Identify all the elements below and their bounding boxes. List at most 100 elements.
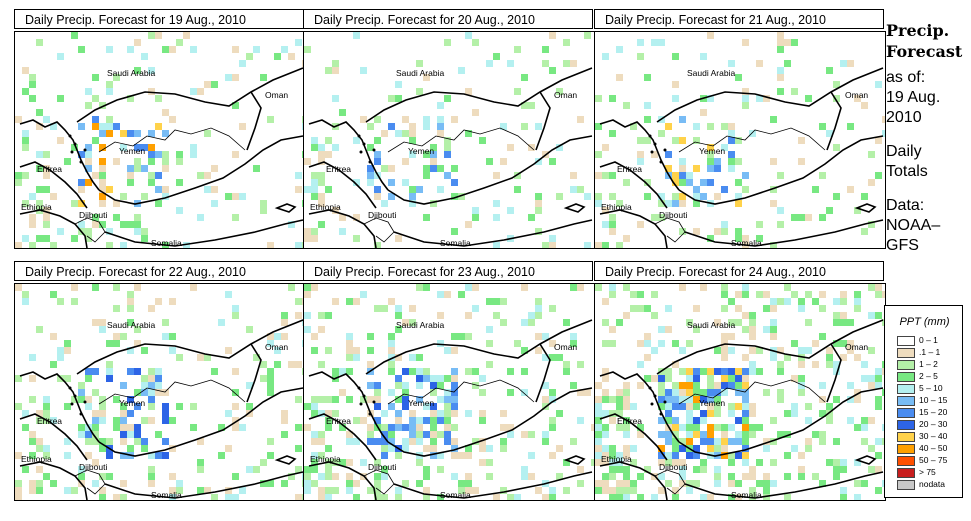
precip-cell (658, 473, 665, 480)
precip-cell (367, 438, 374, 445)
island-dot (70, 402, 74, 406)
precip-cell (134, 221, 141, 228)
precip-cell (507, 368, 514, 375)
precip-cell (609, 214, 616, 221)
precip-cell (29, 81, 36, 88)
precip-cell (36, 438, 43, 445)
precip-cell (71, 284, 78, 291)
precip-cell (847, 417, 854, 424)
precip-cell (700, 389, 707, 396)
precip-cell (742, 102, 749, 109)
precip-cell (92, 424, 99, 431)
precip-cell (595, 438, 602, 445)
precip-cell (549, 158, 556, 165)
legend-swatch (897, 408, 915, 418)
precip-cell (563, 60, 570, 67)
precip-cell (388, 403, 395, 410)
precip-cell (92, 480, 99, 487)
precip-cell (451, 438, 458, 445)
legend: PPT (mm) 0 – 1 .1 – 1 1 – 2 2 – 5 5 – 10… (884, 305, 963, 498)
precip-cell (374, 473, 381, 480)
precip-cell (658, 431, 665, 438)
panel-title: Daily Precip. Forecast for 23 Aug., 2010 (303, 261, 593, 281)
precip-cell (395, 375, 402, 382)
precip-cell (812, 298, 819, 305)
precip-cell (651, 347, 658, 354)
precip-cell (833, 340, 840, 347)
precip-cell (742, 473, 749, 480)
precip-cell (672, 438, 679, 445)
precip-cell (120, 221, 127, 228)
legend-entry: .1 – 1 (897, 347, 959, 359)
precip-cell (500, 158, 507, 165)
precip-cell (99, 473, 106, 480)
side-title-line1: Precip. (886, 21, 950, 40)
precip-cell (791, 445, 798, 452)
precip-cell (651, 375, 658, 382)
precip-cell (85, 396, 92, 403)
precip-cell (665, 431, 672, 438)
eritrea-border (308, 161, 377, 209)
precip-cell (120, 333, 127, 340)
precip-cell (861, 480, 868, 487)
precip-cell (374, 242, 381, 248)
precip-cell (616, 396, 623, 403)
precip-cell (549, 487, 556, 494)
precip-cell (637, 291, 644, 298)
precip-cell (770, 158, 777, 165)
precip-cell (71, 144, 78, 151)
precip-cell (763, 326, 770, 333)
somalia-coastline (104, 219, 304, 247)
map-label-saudi-arabia: Saudi Arabia (396, 320, 444, 330)
precip-cell (318, 438, 325, 445)
precip-cell (346, 438, 353, 445)
precip-cell (85, 179, 92, 186)
precip-cell (875, 291, 882, 298)
precip-cell (148, 179, 155, 186)
precip-cell (395, 424, 402, 431)
precip-cell (472, 305, 479, 312)
precip-cell (798, 452, 805, 459)
precip-cell (861, 102, 868, 109)
precip-cell (311, 431, 318, 438)
precip-cell (353, 137, 360, 144)
precip-cell (148, 172, 155, 179)
precip-cell (854, 207, 861, 214)
precip-cell (882, 116, 885, 123)
precip-cell (134, 284, 141, 291)
precip-cell (651, 151, 658, 158)
precip-cell (819, 123, 826, 130)
precip-cell (36, 235, 43, 242)
precip-cell (190, 88, 197, 95)
precip-cell (232, 312, 239, 319)
precip-cell (92, 368, 99, 375)
precip-cell (416, 382, 423, 389)
precip-cell (197, 466, 204, 473)
precip-cell (148, 305, 155, 312)
precip-cell (465, 473, 472, 480)
precip-cell (833, 368, 840, 375)
precip-cell (672, 179, 679, 186)
legend-entry: > 75 (897, 467, 959, 479)
precip-cell (735, 305, 742, 312)
precip-cell (819, 410, 826, 417)
precip-cell (232, 151, 239, 158)
precip-cell (749, 368, 756, 375)
precip-cell (535, 312, 542, 319)
precip-cell (416, 60, 423, 67)
precip-cell (50, 333, 57, 340)
precip-cell (78, 396, 85, 403)
precip-cell (395, 354, 402, 361)
precip-cell (43, 396, 50, 403)
saudi-border (365, 319, 593, 375)
precip-cell (211, 494, 218, 500)
precip-cell (521, 284, 528, 291)
precip-cell (672, 389, 679, 396)
precip-cell (749, 319, 756, 326)
precip-cell (36, 39, 43, 46)
precip-cell (826, 130, 833, 137)
socotra-island (563, 455, 586, 465)
precip-cell (833, 361, 840, 368)
precip-cell (812, 361, 819, 368)
precip-cell (232, 102, 239, 109)
